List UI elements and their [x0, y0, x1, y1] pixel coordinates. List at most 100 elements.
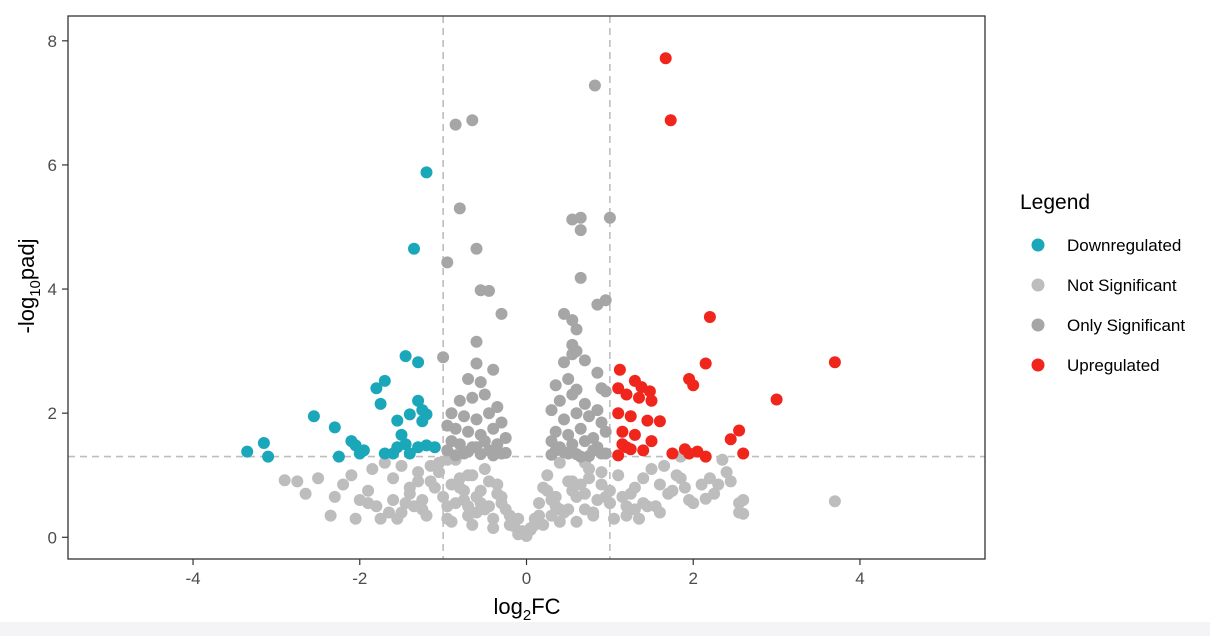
point-downregulated	[395, 428, 408, 441]
point-only-significant	[470, 242, 483, 255]
point-only-significant	[470, 413, 483, 426]
point-only-significant	[495, 416, 508, 429]
point-not-significant	[716, 453, 729, 466]
point-only-significant	[603, 211, 616, 224]
y-tick-label: 8	[48, 32, 57, 51]
point-not-significant	[387, 494, 400, 506]
point-not-significant	[549, 500, 562, 513]
point-only-significant	[491, 401, 504, 413]
point-only-significant	[545, 404, 558, 417]
point-upregulated	[637, 444, 650, 457]
point-only-significant	[549, 425, 562, 438]
y-tick-label: 0	[48, 528, 57, 547]
point-only-significant	[578, 435, 591, 448]
point-only-significant	[574, 422, 587, 435]
legend-key-downregulated	[1031, 238, 1045, 252]
point-not-significant	[612, 469, 625, 482]
point-only-significant	[553, 394, 566, 407]
point-only-significant	[549, 379, 562, 392]
point-not-significant	[687, 497, 700, 510]
point-not-significant	[628, 503, 641, 516]
point-not-significant	[583, 472, 595, 485]
y-axis: 0 2 4 6 8	[48, 32, 68, 547]
scatter-points	[241, 52, 841, 542]
point-upregulated	[699, 450, 712, 463]
legend-label-downregulated: Downregulated	[1067, 236, 1181, 255]
point-only-significant	[574, 224, 587, 237]
point-not-significant	[412, 466, 425, 479]
point-downregulated	[403, 408, 416, 421]
point-not-significant	[608, 512, 620, 525]
x-axis-title: log2FC	[493, 594, 560, 624]
point-upregulated	[645, 435, 658, 448]
point-only-significant	[558, 356, 570, 369]
point-not-significant	[620, 509, 633, 522]
legend-label-upregulated: Upregulated	[1067, 356, 1160, 375]
point-only-significant	[499, 446, 512, 459]
point-only-significant	[599, 425, 612, 438]
point-upregulated	[737, 447, 750, 460]
point-not-significant	[828, 495, 841, 508]
point-only-significant	[578, 354, 591, 367]
point-upregulated	[612, 382, 625, 395]
x-tick-label: -2	[352, 569, 367, 588]
point-not-significant	[362, 497, 375, 510]
point-only-significant	[566, 388, 579, 401]
point-downregulated	[328, 421, 341, 434]
point-only-significant	[441, 256, 454, 269]
threshold-lines	[68, 16, 985, 559]
point-not-significant	[670, 469, 683, 482]
point-only-significant	[599, 385, 612, 398]
point-only-significant	[491, 438, 504, 451]
point-not-significant	[595, 478, 608, 491]
point-not-significant	[403, 487, 416, 500]
point-not-significant	[291, 475, 304, 488]
point-upregulated	[653, 415, 666, 428]
point-only-significant	[558, 413, 570, 426]
point-only-significant	[595, 416, 608, 429]
point-not-significant	[366, 463, 379, 475]
point-only-significant	[566, 314, 579, 327]
point-not-significant	[624, 487, 637, 500]
point-downregulated	[412, 394, 425, 407]
point-not-significant	[545, 509, 558, 522]
point-not-significant	[649, 500, 662, 513]
point-downregulated	[399, 438, 412, 451]
point-only-significant	[558, 446, 570, 459]
point-only-significant	[449, 449, 462, 462]
point-only-significant	[462, 373, 475, 385]
point-upregulated	[683, 447, 696, 460]
y-tick-label: 2	[48, 404, 57, 423]
x-tick-label: 2	[688, 569, 697, 588]
point-only-significant	[483, 284, 495, 297]
point-not-significant	[362, 484, 375, 497]
point-only-significant	[566, 338, 579, 351]
point-only-significant	[483, 407, 495, 420]
point-only-significant	[570, 407, 583, 420]
point-not-significant	[453, 481, 466, 494]
point-not-significant	[712, 478, 725, 491]
point-not-significant	[416, 494, 429, 506]
point-not-significant	[478, 463, 491, 475]
point-upregulated	[620, 441, 633, 454]
y-tick-label: 4	[48, 280, 57, 299]
point-not-significant	[470, 490, 483, 503]
point-downregulated	[403, 447, 416, 460]
point-upregulated	[616, 425, 629, 438]
point-not-significant	[408, 500, 420, 513]
footer-band	[0, 622, 1210, 636]
point-only-significant	[487, 422, 500, 435]
point-not-significant	[449, 497, 462, 510]
point-downregulated	[428, 441, 441, 454]
point-not-significant	[337, 478, 350, 491]
point-only-significant	[470, 335, 483, 348]
point-not-significant	[574, 478, 587, 491]
point-upregulated	[724, 433, 737, 446]
point-not-significant	[641, 500, 654, 513]
legend-key-only-significant	[1031, 318, 1045, 332]
plot-panel-border	[67, 15, 986, 560]
point-not-significant	[345, 469, 358, 482]
legend-key-not-significant	[1031, 278, 1045, 292]
point-not-significant	[328, 490, 341, 503]
point-upregulated	[633, 391, 645, 404]
